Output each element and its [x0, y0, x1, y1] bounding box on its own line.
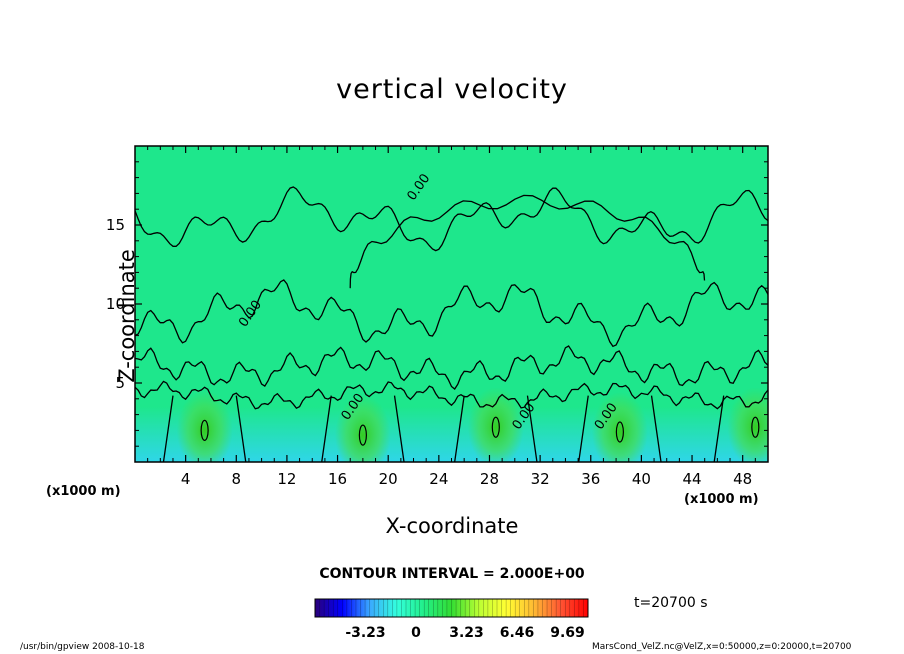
y-tick-label: 5: [115, 374, 125, 392]
x-tick-label: 4: [181, 470, 191, 488]
x-tick-label: 24: [429, 470, 448, 488]
core-boundary-contour: [526, 395, 538, 462]
x-axis-label: X-coordinate: [385, 514, 519, 538]
x-tick-label: 8: [232, 470, 242, 488]
x-unit-label-left: (x1000 m): [46, 484, 121, 499]
core-contour: [200, 419, 209, 441]
updraft-core: [334, 395, 391, 462]
updraft-core: [176, 390, 233, 462]
zero-contour-line: [135, 186, 768, 252]
x-unit-label-right: (x1000 m): [684, 492, 759, 507]
colorbar-tick-label: 6.46: [500, 625, 535, 641]
y-tick-label: 15: [106, 216, 125, 234]
core-boundary-contour: [713, 395, 725, 462]
colorbar-tick-label: 0: [411, 625, 421, 641]
zero-contour-line: [349, 194, 706, 289]
zero-contour-line: [135, 345, 768, 390]
core-contour: [615, 421, 624, 443]
x-tick-label: 36: [581, 470, 600, 488]
core-boundary-contour: [321, 395, 332, 462]
core-boundary-contour: [393, 395, 405, 462]
x-tick-label: 32: [531, 470, 550, 488]
core-contour: [751, 416, 760, 438]
core-boundary-contour: [162, 395, 174, 462]
chart-title: vertical velocity: [336, 74, 568, 105]
zero-contour-line: [135, 380, 768, 410]
zero-contour-line: [135, 279, 768, 348]
time-label: t=20700 s: [634, 595, 708, 611]
contour-interval-text: CONTOUR INTERVAL = 2.000E+00: [319, 566, 585, 582]
core-boundary-contour: [787, 396, 796, 462]
updraft-core: [727, 387, 768, 462]
x-tick-label: 16: [328, 470, 347, 488]
core-boundary-contour: [454, 395, 465, 462]
y-tick-label: 10: [106, 295, 125, 313]
colorbar-tick-label: -3.23: [345, 625, 385, 641]
x-tick-label: 12: [277, 470, 296, 488]
colorbar-tick-label: 9.69: [550, 625, 585, 641]
low-level-band: [135, 406, 768, 462]
core-contour: [358, 424, 367, 446]
x-tick-label: 48: [733, 470, 752, 488]
x-tick-label: 44: [682, 470, 701, 488]
updraft-core: [591, 391, 648, 462]
core-boundary-contour: [650, 395, 662, 462]
x-tick-label: 20: [379, 470, 398, 488]
core-contour: [491, 416, 500, 438]
x-tick-label: 28: [480, 470, 499, 488]
core-boundary-contour: [578, 395, 589, 462]
updraft-core: [467, 387, 524, 462]
core-boundary-contour: [235, 395, 247, 462]
program-footer: /usr/bin/gpview 2008-10-18: [20, 642, 145, 652]
source-footer: MarsCond_VelZ.nc@VelZ,x=0:50000,z=0:2000…: [592, 642, 852, 652]
colorbar-tick-label: 3.23: [449, 625, 484, 641]
x-tick-label: 40: [632, 470, 651, 488]
